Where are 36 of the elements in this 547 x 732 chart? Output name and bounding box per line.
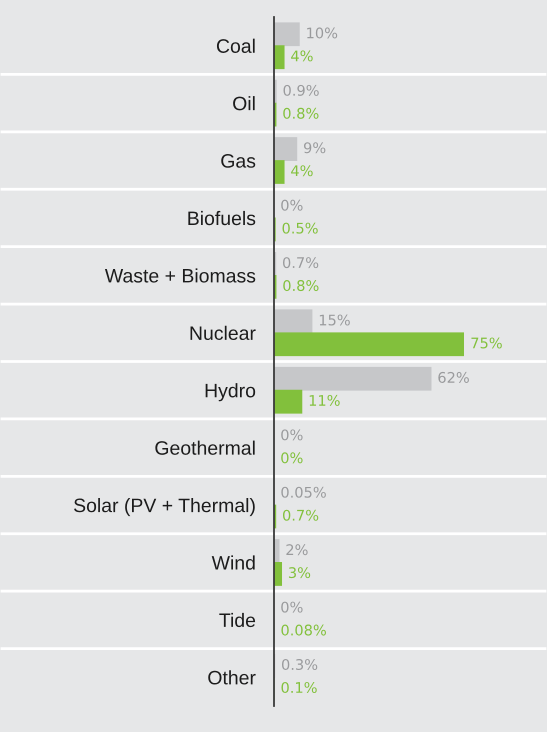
data-label: 11% [310,394,340,406]
y-tick-label: Tide [219,612,256,628]
data-label: 0% [281,452,303,464]
data-label: 0% [281,200,303,211]
y-tick-label: Oil [233,96,255,110]
data-label: 0.08% [281,624,326,636]
data-label: 0.8% [283,108,319,119]
data-label: 0% [281,602,303,613]
y-tick-label: Waste + Biomass [104,268,256,283]
data-label: 0.05% [281,486,326,498]
data-label: 0.7% [282,510,318,521]
y-tick-label: Solar (PV + Thermal) [74,498,255,516]
y-tick-label: Biofuels [188,210,256,226]
data-label: 2% [286,544,308,556]
y-tick-label: Gas [221,154,256,168]
data-label: 75% [471,337,502,349]
data-label: 0.8% [283,280,319,292]
data-label: 0.9% [283,84,319,96]
data-label: 0.7% [282,257,318,268]
data-label: 4% [291,50,313,62]
data-label: 62% [438,372,469,383]
data-label: 0.5% [282,222,318,234]
y-tick-label: Wind [212,555,255,570]
data-label: 9% [304,142,326,154]
data-label: 0.1% [281,682,317,694]
data-label: 0% [281,429,303,440]
y-tick-label: Nuclear [190,326,256,340]
data-label: 10% [307,27,338,38]
y-tick-label: Other [208,670,256,685]
y-tick-label: Hydro [206,383,256,402]
y-tick-label: Geothermal [155,440,255,455]
y-tick-label: Coal [216,38,255,53]
data-label: 4% [291,165,313,176]
data-label: 3% [288,567,310,578]
data-label: 15% [320,314,350,326]
data-label: 0.3% [282,659,318,670]
